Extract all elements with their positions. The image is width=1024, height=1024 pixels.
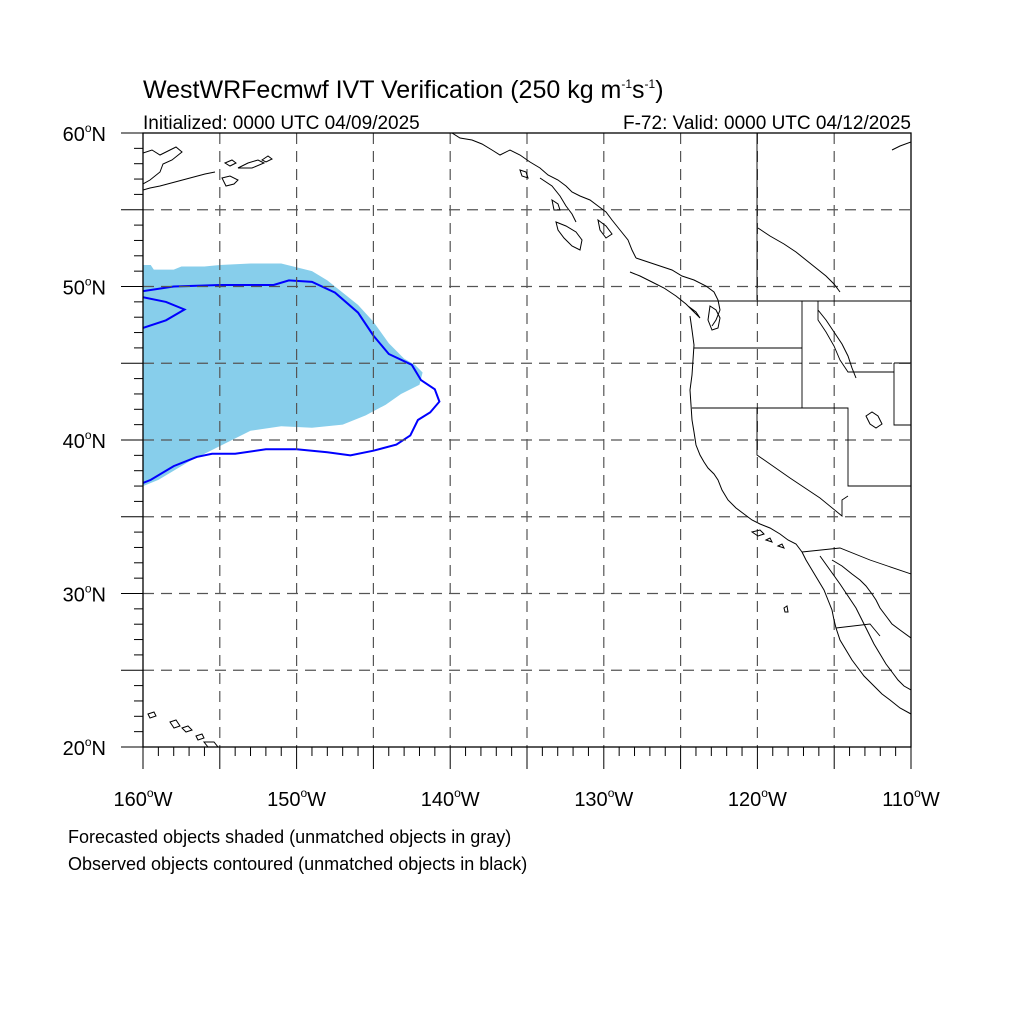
observed-note: Observed objects contoured (unmatched ob…: [68, 854, 527, 874]
lat-label: 40oN: [63, 428, 106, 453]
map-title: WestWRFecmwf IVT Verification (250 kg m-…: [143, 76, 664, 104]
observed-object-contour: [143, 279, 441, 484]
coastlines: [143, 133, 911, 747]
map-plot-area: [143, 133, 911, 747]
lon-label: 110oW: [882, 786, 940, 811]
political-borders: [690, 133, 911, 637]
initialized-time: Initialized: 0000 UTC 04/09/2025: [143, 113, 420, 134]
lon-label: 150oW: [267, 786, 326, 811]
forecast-note: Forecasted objects shaded (unmatched obj…: [68, 827, 511, 847]
valid-time: F-72: Valid: 0000 UTC 04/12/2025: [623, 113, 911, 134]
lon-label: 140oW: [421, 786, 480, 811]
axis-ticks: [121, 132, 912, 769]
lat-label: 60oN: [63, 121, 106, 146]
observed-object-contour-lobe: [143, 296, 187, 329]
latitude-labels: 60oN 50oN 40oN 30oN 20oN: [63, 121, 106, 760]
lat-label: 20oN: [63, 735, 106, 760]
lat-label: 50oN: [63, 275, 106, 300]
longitude-labels: 160oW 150oW 140oW 130oW 120oW 110oW: [114, 786, 940, 811]
lon-label: 160oW: [114, 786, 173, 811]
lat-label: 30oN: [63, 582, 106, 607]
lon-label: 130oW: [574, 786, 633, 811]
forecast-object-shaded: [143, 263, 423, 487]
gridlines: [143, 133, 911, 747]
lon-label: 120oW: [728, 786, 787, 811]
